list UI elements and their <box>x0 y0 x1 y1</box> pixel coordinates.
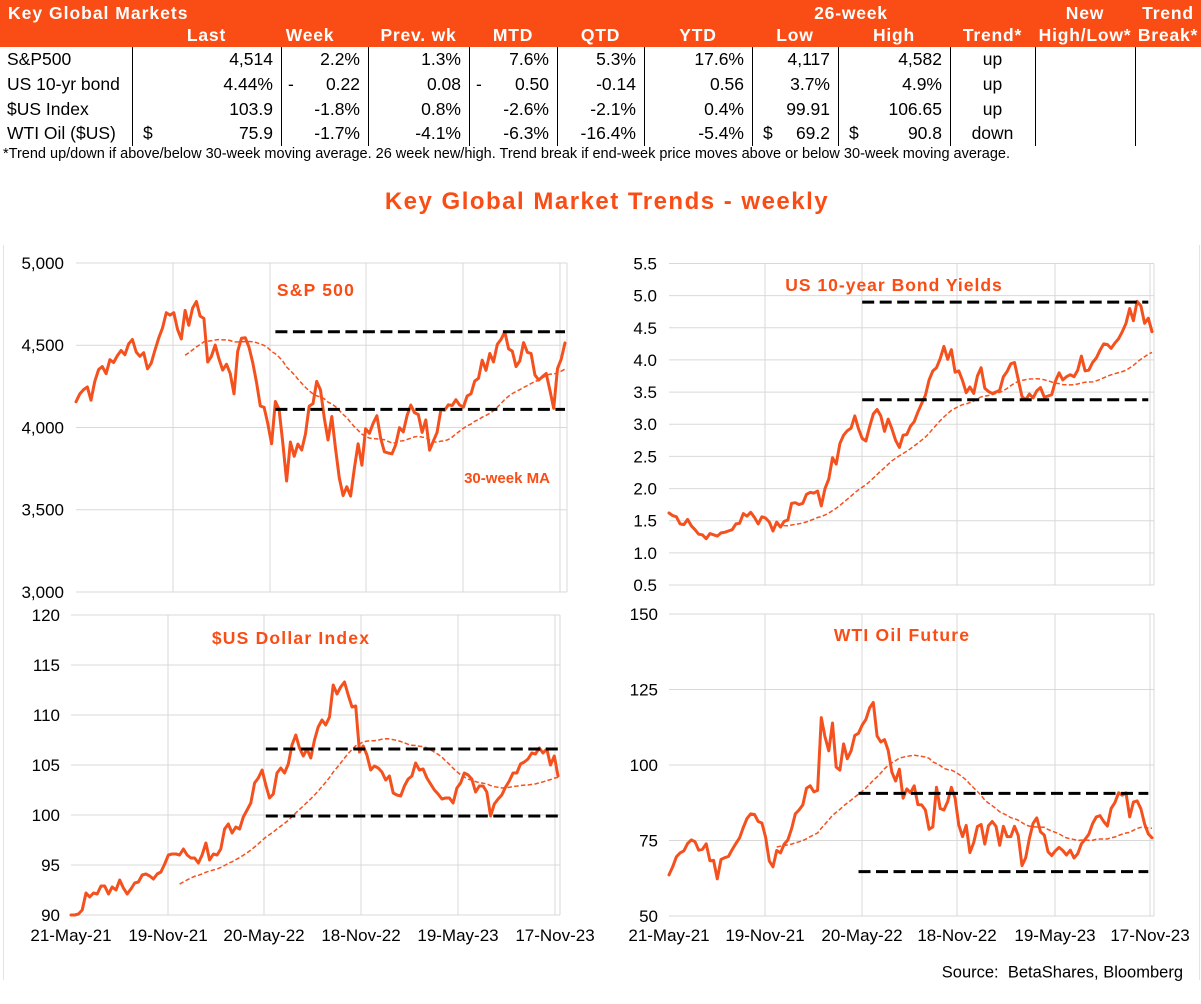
svg-text:19-Nov-21: 19-Nov-21 <box>128 926 207 945</box>
svg-text:50: 50 <box>639 907 658 926</box>
svg-text:90: 90 <box>41 906 60 925</box>
svg-text:5.5: 5.5 <box>633 254 657 273</box>
svg-text:18-Nov-22: 18-Nov-22 <box>321 926 400 945</box>
svg-text:3.0: 3.0 <box>633 415 657 434</box>
svg-text:75: 75 <box>639 832 658 851</box>
svg-text:3,500: 3,500 <box>21 501 64 520</box>
svg-text:4,500: 4,500 <box>21 336 64 355</box>
svg-text:120: 120 <box>32 606 60 625</box>
svg-text:18-Nov-22: 18-Nov-22 <box>917 926 996 945</box>
svg-text:19-May-23: 19-May-23 <box>1014 926 1095 945</box>
svg-text:19-Nov-21: 19-Nov-21 <box>725 926 804 945</box>
svg-text:4,000: 4,000 <box>21 418 64 437</box>
svg-text:17-Nov-23: 17-Nov-23 <box>1110 926 1189 945</box>
svg-text:3.5: 3.5 <box>633 383 657 402</box>
svg-text:0.5: 0.5 <box>633 576 657 595</box>
svg-text:2.0: 2.0 <box>633 480 657 499</box>
svg-text:4.0: 4.0 <box>633 351 657 370</box>
svg-text:5,000: 5,000 <box>21 254 64 273</box>
svg-text:Source: BetaShares, Bloomberg: Source: BetaShares, Bloomberg <box>942 964 1183 982</box>
svg-text:WTI Oil Future: WTI Oil Future <box>834 625 970 645</box>
svg-text:100: 100 <box>630 756 658 775</box>
svg-text:3,000: 3,000 <box>21 583 64 602</box>
svg-text:21-May-21: 21-May-21 <box>628 926 709 945</box>
svg-text:4.5: 4.5 <box>633 319 657 338</box>
svg-text:1.0: 1.0 <box>633 544 657 563</box>
svg-text:20-May-22: 20-May-22 <box>821 926 902 945</box>
svg-text:US 10-year Bond Yields: US 10-year Bond Yields <box>785 275 1003 295</box>
svg-text:$US Dollar Index: $US Dollar Index <box>212 628 370 648</box>
svg-text:100: 100 <box>32 806 60 825</box>
svg-text:125: 125 <box>630 681 658 700</box>
svg-text:30-week MA: 30-week MA <box>464 470 550 487</box>
svg-text:115: 115 <box>33 656 60 675</box>
svg-text:150: 150 <box>630 605 658 624</box>
svg-text:105: 105 <box>32 756 60 775</box>
svg-text:17-Nov-23: 17-Nov-23 <box>515 926 594 945</box>
svg-text:5.0: 5.0 <box>633 287 657 306</box>
svg-text:20-May-22: 20-May-22 <box>223 926 304 945</box>
svg-text:1.5: 1.5 <box>633 512 657 531</box>
svg-text:110: 110 <box>33 706 60 725</box>
svg-text:95: 95 <box>41 856 60 875</box>
svg-text:21-May-21: 21-May-21 <box>30 926 111 945</box>
svg-text:S&P 500: S&P 500 <box>277 280 355 300</box>
svg-text:19-May-23: 19-May-23 <box>417 926 498 945</box>
svg-text:2.5: 2.5 <box>633 447 657 466</box>
